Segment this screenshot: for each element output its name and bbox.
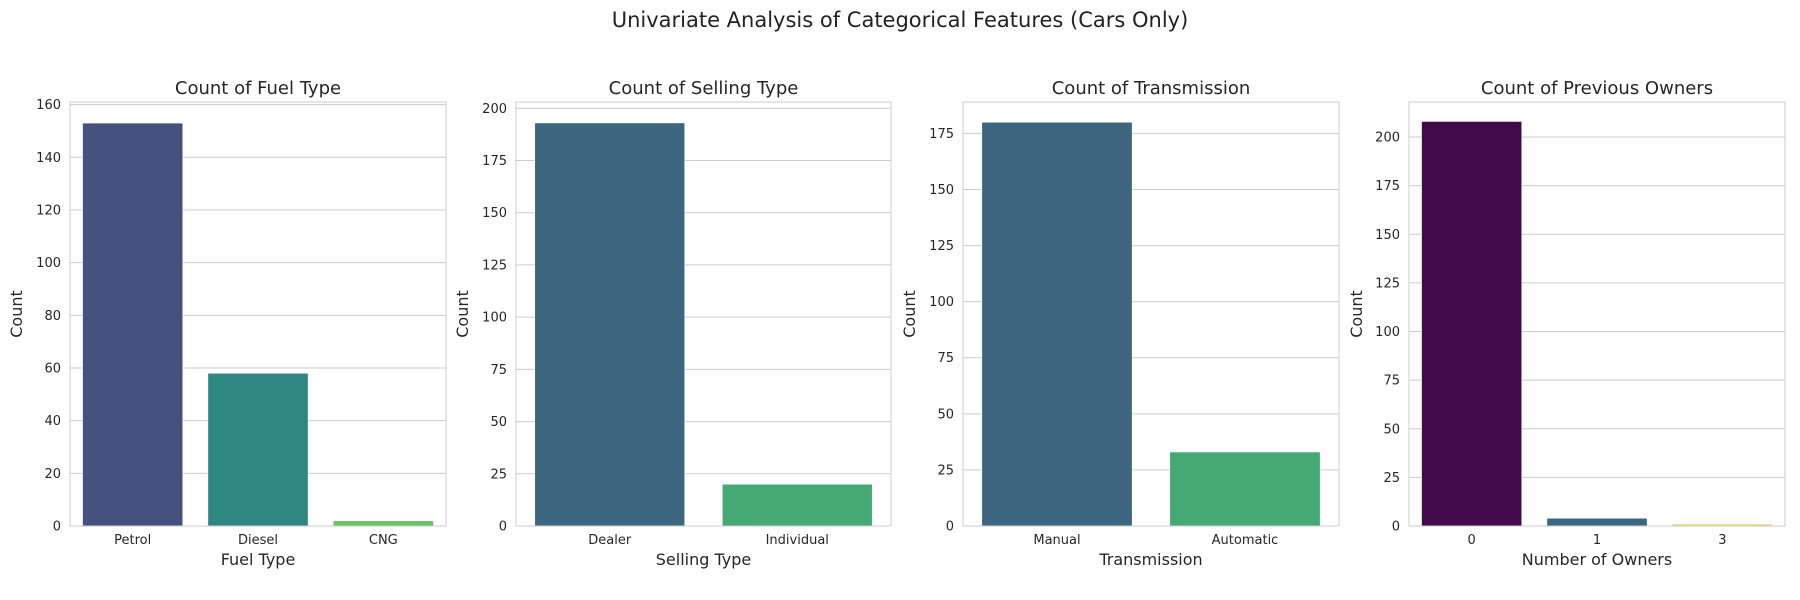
y-tick-label: 150: [929, 183, 954, 198]
y-tick-label: 0: [53, 520, 61, 535]
y-tick-label: 40: [44, 414, 61, 429]
x-axis-label: Selling Type: [656, 550, 751, 569]
chart-title: Count of Previous Owners: [1481, 78, 1713, 99]
chart-panel-4: 0 25 50 75 100 125 150 175 200 0 1 3 Count of Previo…: [1347, 78, 1786, 569]
axes-frame: [1408, 101, 1786, 527]
y-tick-label: 50: [1383, 422, 1400, 437]
x-tick-label: Manual: [1033, 533, 1080, 548]
y-axis-label: Count: [453, 290, 472, 338]
y-tick-label: 0: [1392, 520, 1400, 535]
bar-petrol: [82, 122, 184, 527]
y-axis-label: Count: [900, 290, 919, 338]
y-tick-label: 160: [36, 98, 61, 113]
x-tick-label: 0: [1468, 533, 1476, 548]
y-tick-label: 25: [490, 467, 507, 482]
bar-dealer: [534, 122, 686, 527]
chart-title: Count of Fuel Type: [175, 78, 341, 99]
y-tick-label: 125: [1375, 276, 1400, 291]
figure-suptitle: Univariate Analysis of Categorical Featu…: [611, 8, 1189, 32]
axes-frame: [515, 101, 892, 527]
y-tick-label: 0: [946, 520, 954, 535]
x-tick-label: 3: [1718, 533, 1726, 548]
axes-frame: [962, 101, 1340, 527]
y-tick-label: 140: [36, 151, 61, 166]
y-tick-label: 150: [482, 206, 507, 221]
y-tick-label: 75: [1383, 374, 1400, 389]
y-tick-label: 175: [1375, 179, 1400, 194]
x-tick-label: CNG: [369, 533, 398, 548]
y-tick-label: 200: [482, 102, 507, 117]
y-tick-label: 200: [1375, 131, 1400, 146]
y-tick-label: 100: [1375, 325, 1400, 340]
y-tick-label: 75: [490, 363, 507, 378]
y-tick-label: 60: [44, 361, 61, 376]
x-tick-label: Petrol: [114, 533, 151, 548]
x-axis-label: Number of Owners: [1522, 550, 1672, 569]
y-tick-label: 25: [1383, 471, 1400, 486]
y-tick-label: 125: [482, 258, 507, 273]
bar-manual: [981, 121, 1133, 527]
bar-diesel: [207, 372, 309, 527]
bar-cng: [332, 520, 434, 527]
x-tick-label: Individual: [766, 533, 829, 548]
x-tick-label: Automatic: [1212, 533, 1279, 548]
axes-frame: [69, 101, 447, 527]
y-tick-label: 75: [937, 351, 954, 366]
x-axis-label: Transmission: [1098, 550, 1202, 569]
y-tick-label: 50: [490, 415, 507, 430]
x-tick-label: Dealer: [588, 533, 632, 548]
y-tick-label: 125: [929, 239, 954, 254]
bar-automatic: [1169, 451, 1321, 527]
y-tick-label: 175: [929, 127, 954, 142]
y-tick-label: 20: [44, 467, 61, 482]
chart-title: Count of Transmission: [1052, 78, 1251, 99]
y-tick-label: 0: [499, 520, 507, 535]
y-axis-label: Count: [7, 290, 26, 338]
y-tick-label: 25: [937, 463, 954, 478]
chart-panel-3: 0 25 50 75 100 125 150 175 Manual Automatic Count …: [900, 78, 1340, 569]
y-tick-label: 80: [44, 309, 61, 324]
y-tick-label: 50: [937, 407, 954, 422]
y-tick-label: 120: [36, 203, 61, 218]
y-tick-label: 100: [36, 256, 61, 271]
y-tick-label: 100: [482, 311, 507, 326]
x-tick-label: 1: [1593, 533, 1601, 548]
bar-1: [1546, 517, 1648, 527]
y-tick-label: 175: [482, 154, 507, 169]
x-tick-label: Diesel: [238, 533, 278, 548]
chart-panel-2: 0 25 50 75 100 125 150 175 200 Dealer Individual Co…: [453, 78, 892, 569]
x-axis-label: Fuel Type: [221, 550, 296, 569]
y-tick-label: 100: [929, 295, 954, 310]
chart-title: Count of Selling Type: [609, 78, 799, 99]
bar-0: [1421, 121, 1523, 527]
bar-individual: [721, 483, 873, 527]
chart-panel-1: 0 20 40 60 80 100 120 140 160 Petrol Diesel CNG Coun…: [7, 78, 447, 569]
y-tick-label: 150: [1375, 228, 1400, 243]
y-axis-label: Count: [1347, 290, 1366, 338]
